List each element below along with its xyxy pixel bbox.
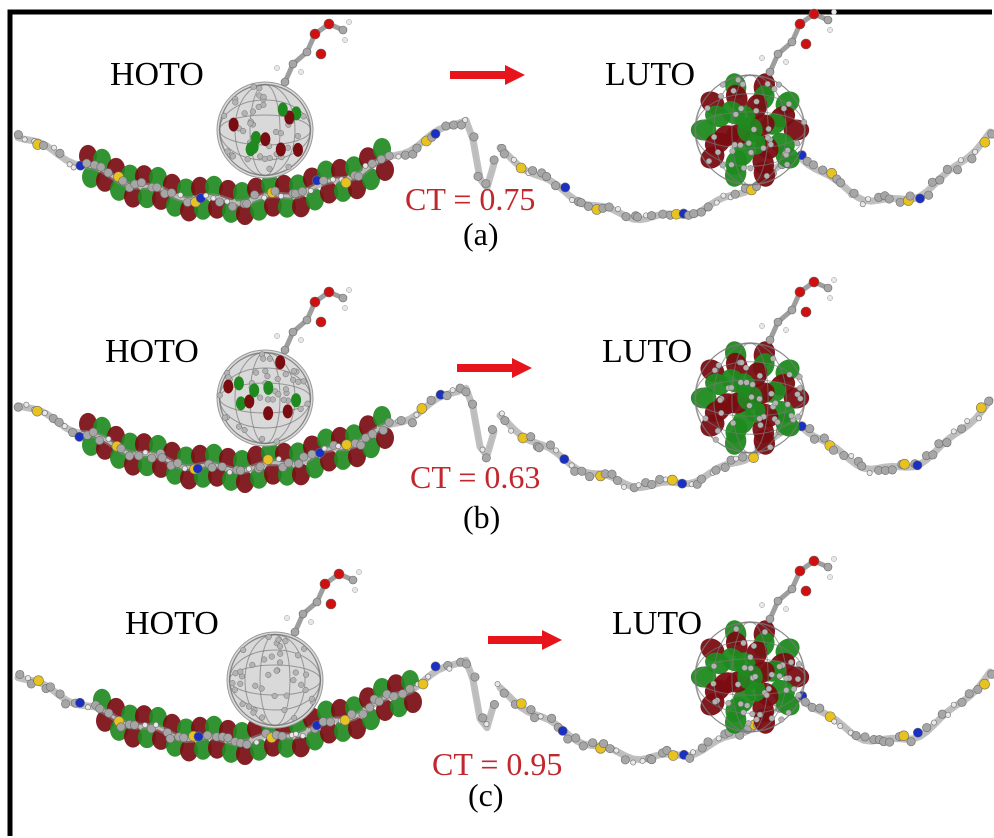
hoto-molecule-a	[13, 18, 499, 226]
panel-caption: (b)	[463, 499, 500, 535]
hoto-label: HOTO	[110, 56, 204, 93]
panel-caption: (a)	[463, 216, 499, 252]
luto-label: LUTO	[612, 605, 702, 642]
luto-label: LUTO	[605, 56, 695, 93]
hoto-molecule-c	[14, 568, 499, 766]
transfer-arrowhead-c	[542, 630, 562, 650]
luto-molecule-c	[494, 555, 994, 766]
luto-molecule-b	[496, 276, 994, 493]
panel-b: HOTO LUTO CT = 0.63 (b)	[13, 276, 994, 535]
ct-value-label: CT = 0.75	[405, 181, 535, 217]
hoto-label: HOTO	[125, 605, 219, 642]
luto-molecule-a	[496, 8, 994, 224]
hoto-molecule-b	[13, 286, 498, 494]
transfer-arrowhead-b	[512, 358, 532, 378]
luto-label: LUTO	[602, 333, 692, 370]
frame-border	[7, 9, 992, 836]
panel-c: HOTO LUTO CT = 0.95(c)	[14, 555, 994, 813]
panels-layer: HOTO LUTO CT = 0.75(a) HOTO LUTO CT = 0.63 (b)…	[13, 8, 994, 813]
transfer-arrowhead-a	[505, 65, 525, 85]
hoto-label: HOTO	[105, 333, 199, 370]
panel-a: HOTO LUTO CT = 0.75(a)	[13, 8, 994, 252]
ct-value-label: CT = 0.63	[410, 459, 540, 495]
ct-value-label: CT = 0.95	[432, 746, 562, 782]
panel-caption: (c)	[468, 777, 504, 813]
